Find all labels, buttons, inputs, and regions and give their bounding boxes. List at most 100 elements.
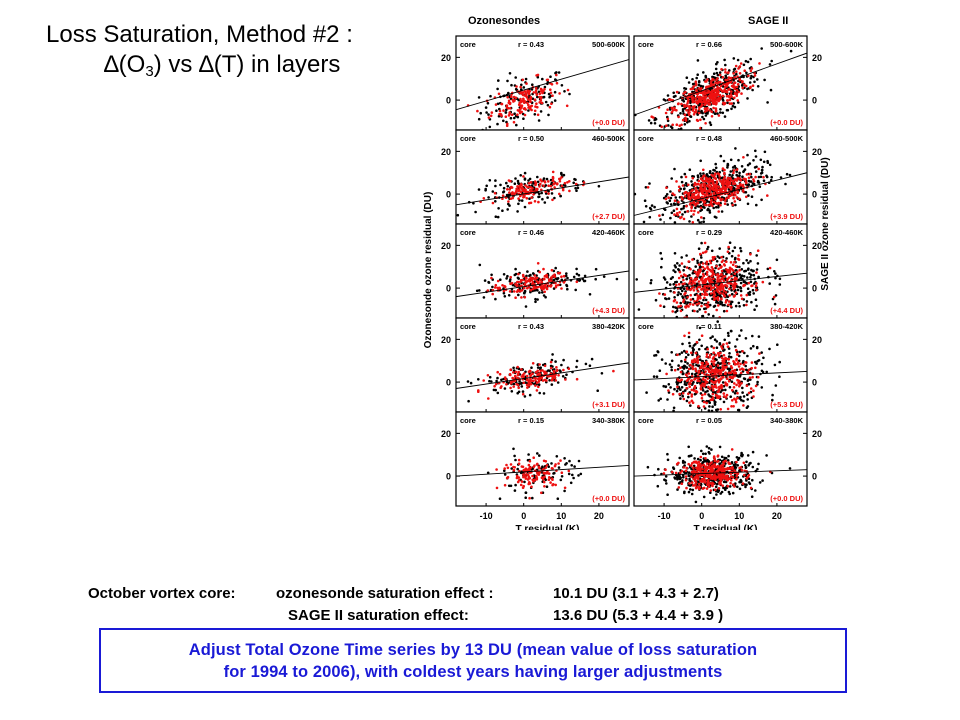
point-all [747, 261, 750, 265]
point-core [507, 114, 511, 117]
point-all [679, 292, 682, 296]
point-all [525, 274, 528, 278]
point-all [729, 355, 733, 359]
point-core [721, 287, 725, 291]
point-core [506, 188, 509, 191]
point-core [555, 366, 558, 369]
point-core [741, 86, 744, 90]
point-core [749, 86, 752, 90]
point-core [690, 209, 693, 212]
point-core [694, 351, 698, 355]
point-core [542, 480, 546, 484]
point-core [684, 195, 687, 198]
point-core [671, 392, 675, 396]
point-all [536, 175, 539, 179]
point-core [517, 386, 520, 390]
point-core [721, 94, 725, 98]
point-core [745, 384, 749, 388]
point-all [681, 342, 684, 346]
point-core [740, 297, 744, 301]
point-all [693, 457, 696, 460]
point-core [712, 78, 715, 82]
point-all [560, 363, 563, 367]
point-core [560, 275, 563, 279]
point-all [730, 292, 734, 296]
point-all [753, 80, 756, 84]
point-core [690, 283, 694, 286]
point-core [517, 462, 521, 466]
point-core [703, 189, 707, 192]
fit-line-sage-460-500K [634, 172, 807, 216]
point-all [502, 186, 506, 190]
point-all [647, 119, 651, 122]
point-core [551, 375, 554, 378]
y-tick-label: 20 [441, 53, 451, 63]
point-core [681, 282, 684, 286]
point-all [778, 283, 782, 286]
point-all [572, 476, 575, 480]
point-core [680, 102, 683, 106]
point-core [694, 108, 698, 112]
point-all [685, 76, 689, 79]
point-core [685, 109, 688, 112]
point-core [516, 373, 520, 376]
point-core [702, 286, 706, 290]
point-all [657, 467, 660, 471]
point-all [669, 216, 672, 220]
point-core [688, 401, 691, 404]
point-all [507, 91, 510, 95]
point-all [747, 291, 750, 295]
point-all [674, 270, 677, 274]
point-all [562, 173, 566, 177]
point-core [678, 379, 682, 383]
point-all [664, 99, 667, 102]
point-core [728, 271, 731, 274]
point-core [692, 85, 695, 88]
point-core [712, 94, 716, 98]
point-core [691, 87, 695, 90]
panel-tag: core [460, 228, 476, 237]
point-core [723, 264, 726, 267]
point-all [679, 112, 682, 115]
point-all [519, 174, 522, 177]
point-all [513, 454, 516, 458]
point-core [751, 284, 754, 287]
point-core [496, 286, 499, 290]
point-core [688, 381, 692, 385]
point-core [756, 249, 760, 252]
point-all [699, 159, 702, 163]
point-all [539, 110, 543, 113]
point-all [721, 85, 725, 88]
point-core [703, 185, 707, 188]
point-core [665, 372, 668, 376]
point-all [594, 267, 598, 271]
point-core [726, 345, 730, 349]
point-all [541, 77, 544, 81]
point-core [735, 270, 739, 274]
point-core [694, 369, 698, 373]
point-core [660, 125, 663, 129]
point-all [745, 71, 748, 75]
point-core [694, 97, 697, 101]
point-core [508, 188, 511, 191]
point-all [760, 168, 764, 172]
point-core [721, 292, 725, 296]
point-all [486, 101, 490, 105]
point-core [708, 182, 711, 185]
point-all [673, 221, 677, 224]
point-all [739, 246, 742, 250]
point-core [523, 113, 527, 117]
point-core [511, 376, 514, 380]
point-core [729, 365, 733, 368]
point-core [684, 117, 688, 121]
point-all [687, 445, 690, 449]
point-all [751, 450, 755, 454]
point-core [735, 88, 739, 92]
point-core [509, 275, 512, 279]
point-core [702, 405, 706, 408]
point-core [710, 186, 714, 190]
point-core [725, 299, 728, 302]
point-core [732, 287, 735, 291]
point-core [520, 368, 523, 371]
point-all [673, 476, 676, 479]
